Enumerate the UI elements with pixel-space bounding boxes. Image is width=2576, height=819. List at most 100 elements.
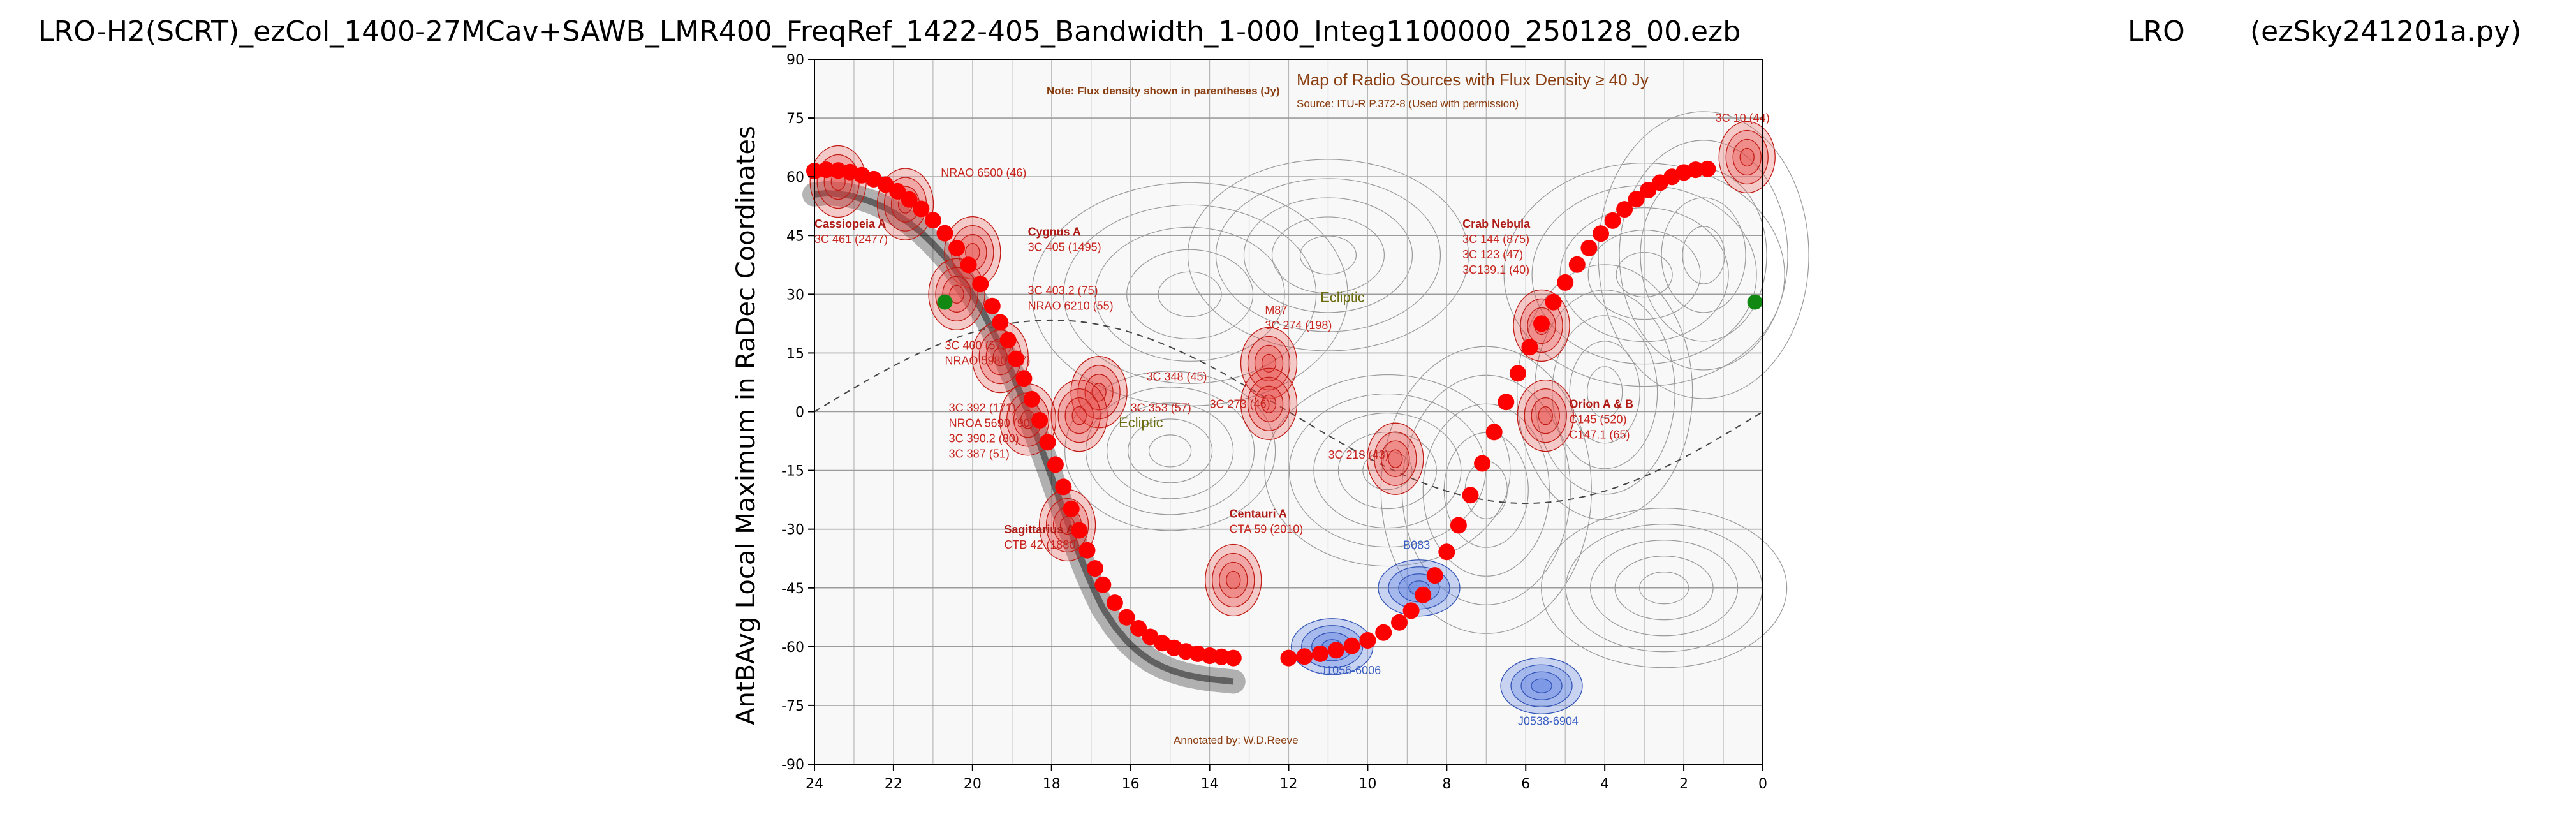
source-label: 3C 274 (198) xyxy=(1265,319,1332,332)
source-label: 3C 392 (171) xyxy=(949,402,1016,415)
data-point xyxy=(1498,394,1515,411)
source-label: 3C 403.2 (75) xyxy=(1028,284,1098,297)
x-tick-label: 24 xyxy=(806,776,823,792)
data-point xyxy=(1343,637,1360,654)
data-point xyxy=(1533,315,1550,332)
x-tick-label: 8 xyxy=(1442,776,1451,792)
data-point xyxy=(1687,161,1704,179)
data-point xyxy=(1545,293,1562,311)
source-blob xyxy=(1057,388,1101,443)
y-tick-label: 60 xyxy=(786,170,804,186)
source-label: 3C 144 (875) xyxy=(1462,233,1529,246)
source-blob xyxy=(1367,422,1424,495)
data-point xyxy=(1071,522,1088,539)
data-point xyxy=(889,182,906,200)
x-tick-label: 6 xyxy=(1521,776,1530,792)
data-point xyxy=(1604,212,1621,229)
data-point xyxy=(1015,370,1033,387)
source-label: Crab Nebula xyxy=(1462,218,1531,230)
y-tick-label: 90 xyxy=(786,52,804,68)
y-tick-label: -15 xyxy=(781,464,804,480)
source-blob xyxy=(1739,147,1755,167)
source-label: 3C 348 (45) xyxy=(1146,370,1207,383)
data-point xyxy=(1047,456,1064,473)
source-blob xyxy=(992,347,1008,367)
source-blob xyxy=(1205,543,1262,617)
data-point xyxy=(1031,412,1049,429)
source-label: 3C 405 (1495) xyxy=(1028,240,1101,253)
source-blob xyxy=(944,216,1001,289)
source-label: CTA 59 (2010) xyxy=(1230,522,1304,535)
data-point xyxy=(936,225,953,242)
data-point xyxy=(1402,602,1420,619)
ecliptic-label: Ecliptic xyxy=(1320,290,1365,306)
source-label: 3C 273 (46) xyxy=(1210,397,1270,410)
y-tick-label: 15 xyxy=(786,346,804,362)
data-point xyxy=(1628,191,1645,208)
source-blob xyxy=(1091,383,1107,402)
source-blob xyxy=(1050,379,1108,452)
x-tick-label: 18 xyxy=(1043,776,1061,792)
source-blob xyxy=(1071,406,1087,425)
data-point xyxy=(1296,648,1313,665)
source-label: CTB 42 (1880) xyxy=(1004,538,1079,551)
y-tick-label: 75 xyxy=(786,111,804,127)
x-tick-label: 20 xyxy=(964,776,982,792)
source-blob xyxy=(1064,397,1094,434)
data-point xyxy=(992,314,1009,331)
x-tick-label: 22 xyxy=(885,776,902,792)
data-point xyxy=(818,161,835,179)
contour-ring xyxy=(1598,111,1809,399)
flux-note: Note: Flux density shown in parentheses … xyxy=(1047,85,1280,97)
source-label: NROA 5690 (90) xyxy=(949,417,1034,430)
data-point xyxy=(1521,339,1538,356)
source-blob xyxy=(1247,336,1291,391)
source-label: 3C 10 (44) xyxy=(1716,112,1770,124)
data-point xyxy=(1008,350,1024,367)
y-tick-label: -60 xyxy=(781,640,804,656)
data-point xyxy=(1568,256,1586,273)
data-point xyxy=(1699,160,1716,177)
data-point xyxy=(1438,543,1455,561)
source-blob xyxy=(1261,353,1277,373)
source-label: J1056-6006 xyxy=(1320,664,1381,677)
ecliptic-curve: Ecliptic Ecliptic xyxy=(814,290,1763,505)
source-blob xyxy=(1725,129,1769,185)
source-blob xyxy=(1077,365,1121,420)
map-heading: Map of Radio Sources with Flux Density ≥… xyxy=(1297,70,1649,89)
chart-title: LRO-H2(SCRT)_ezCol_1400-27MCav+SAWB_LMR4… xyxy=(38,15,2521,48)
data-point xyxy=(1359,632,1376,649)
data-point xyxy=(1462,487,1479,504)
source-label: Sagittarius A xyxy=(1004,523,1074,536)
x-axis-ticks: 24 22 20 18 16 14 12 10 8 6 4 2 0 xyxy=(806,764,1767,792)
source-blob xyxy=(1247,376,1291,431)
data-point xyxy=(924,212,941,229)
source-blob xyxy=(1240,367,1298,440)
source-blob xyxy=(1524,388,1567,443)
series-0 xyxy=(806,160,1716,667)
source-label: 3C 390.2 (80) xyxy=(949,432,1019,445)
source-blob xyxy=(928,258,985,330)
source-label: Orion A & B xyxy=(1569,397,1633,410)
source-label: 3C 387 (51) xyxy=(949,448,1010,461)
x-tick-label: 14 xyxy=(1201,776,1219,792)
source-label: NRAO 6500 (46) xyxy=(941,166,1026,179)
source-blob xyxy=(1538,406,1553,425)
map-source: Source: ITU-R P.372-8 (Used with permiss… xyxy=(1297,98,1519,110)
y-tick-label: -30 xyxy=(781,522,804,538)
data-point xyxy=(1450,517,1467,534)
source-blob xyxy=(1240,327,1298,400)
contour-ring xyxy=(1619,140,1788,371)
data-point xyxy=(1023,390,1040,408)
source-label: Centauri A xyxy=(1230,507,1287,520)
data-point xyxy=(1616,201,1633,218)
data-point xyxy=(1640,182,1657,198)
ecliptic-label: Ecliptic xyxy=(1119,415,1163,431)
data-point xyxy=(1593,225,1609,242)
source-blob xyxy=(1531,397,1560,434)
title-site: LRO xyxy=(2128,15,2185,48)
y-tick-label: 0 xyxy=(795,405,804,421)
data-point xyxy=(1426,567,1443,584)
source-blob xyxy=(1500,657,1583,714)
